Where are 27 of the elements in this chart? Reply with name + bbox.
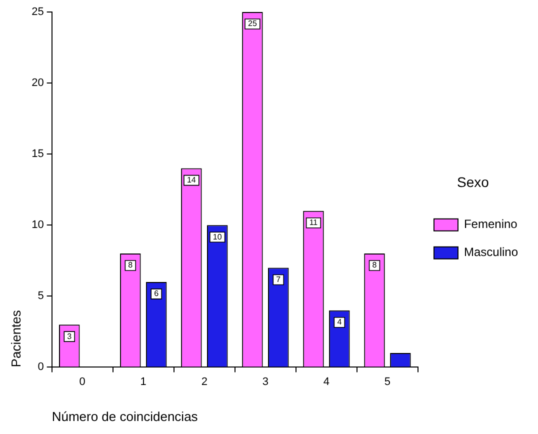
- y-tick-label: 15: [32, 148, 44, 160]
- x-tick-label: 1: [140, 376, 146, 388]
- data-label: 25: [248, 19, 258, 28]
- data-label: 7: [276, 274, 282, 284]
- y-tick-label: 10: [32, 219, 44, 232]
- y-tick-label: 0: [38, 361, 44, 374]
- x-tick-label: 0: [79, 376, 86, 388]
- data-label: 10: [212, 232, 222, 242]
- data-label: 4: [337, 318, 342, 327]
- y-tick-label: 5: [38, 290, 44, 302]
- y-axis-title: Pacientes: [8, 310, 24, 368]
- x-tick-label: 2: [201, 376, 208, 388]
- data-label: 8: [372, 260, 378, 270]
- data-label: 3: [67, 332, 72, 341]
- x-tick-label: 5: [384, 376, 391, 388]
- y-tick-label: 25: [32, 6, 44, 18]
- legend-title: Sexo: [457, 174, 490, 190]
- data-label: 14: [186, 175, 196, 184]
- x-tick-label: 4: [323, 376, 330, 388]
- x-axis-title: Número de coincidencias: [52, 408, 198, 424]
- data-label: 8: [128, 260, 134, 270]
- y-tick-label: 20: [32, 77, 44, 90]
- data-label: 11: [309, 218, 318, 228]
- legend-label: Femenino: [464, 217, 518, 232]
- data-label: 6: [154, 289, 160, 298]
- x-tick-label: 3: [262, 376, 268, 388]
- legend-label: Masculino: [464, 245, 518, 260]
